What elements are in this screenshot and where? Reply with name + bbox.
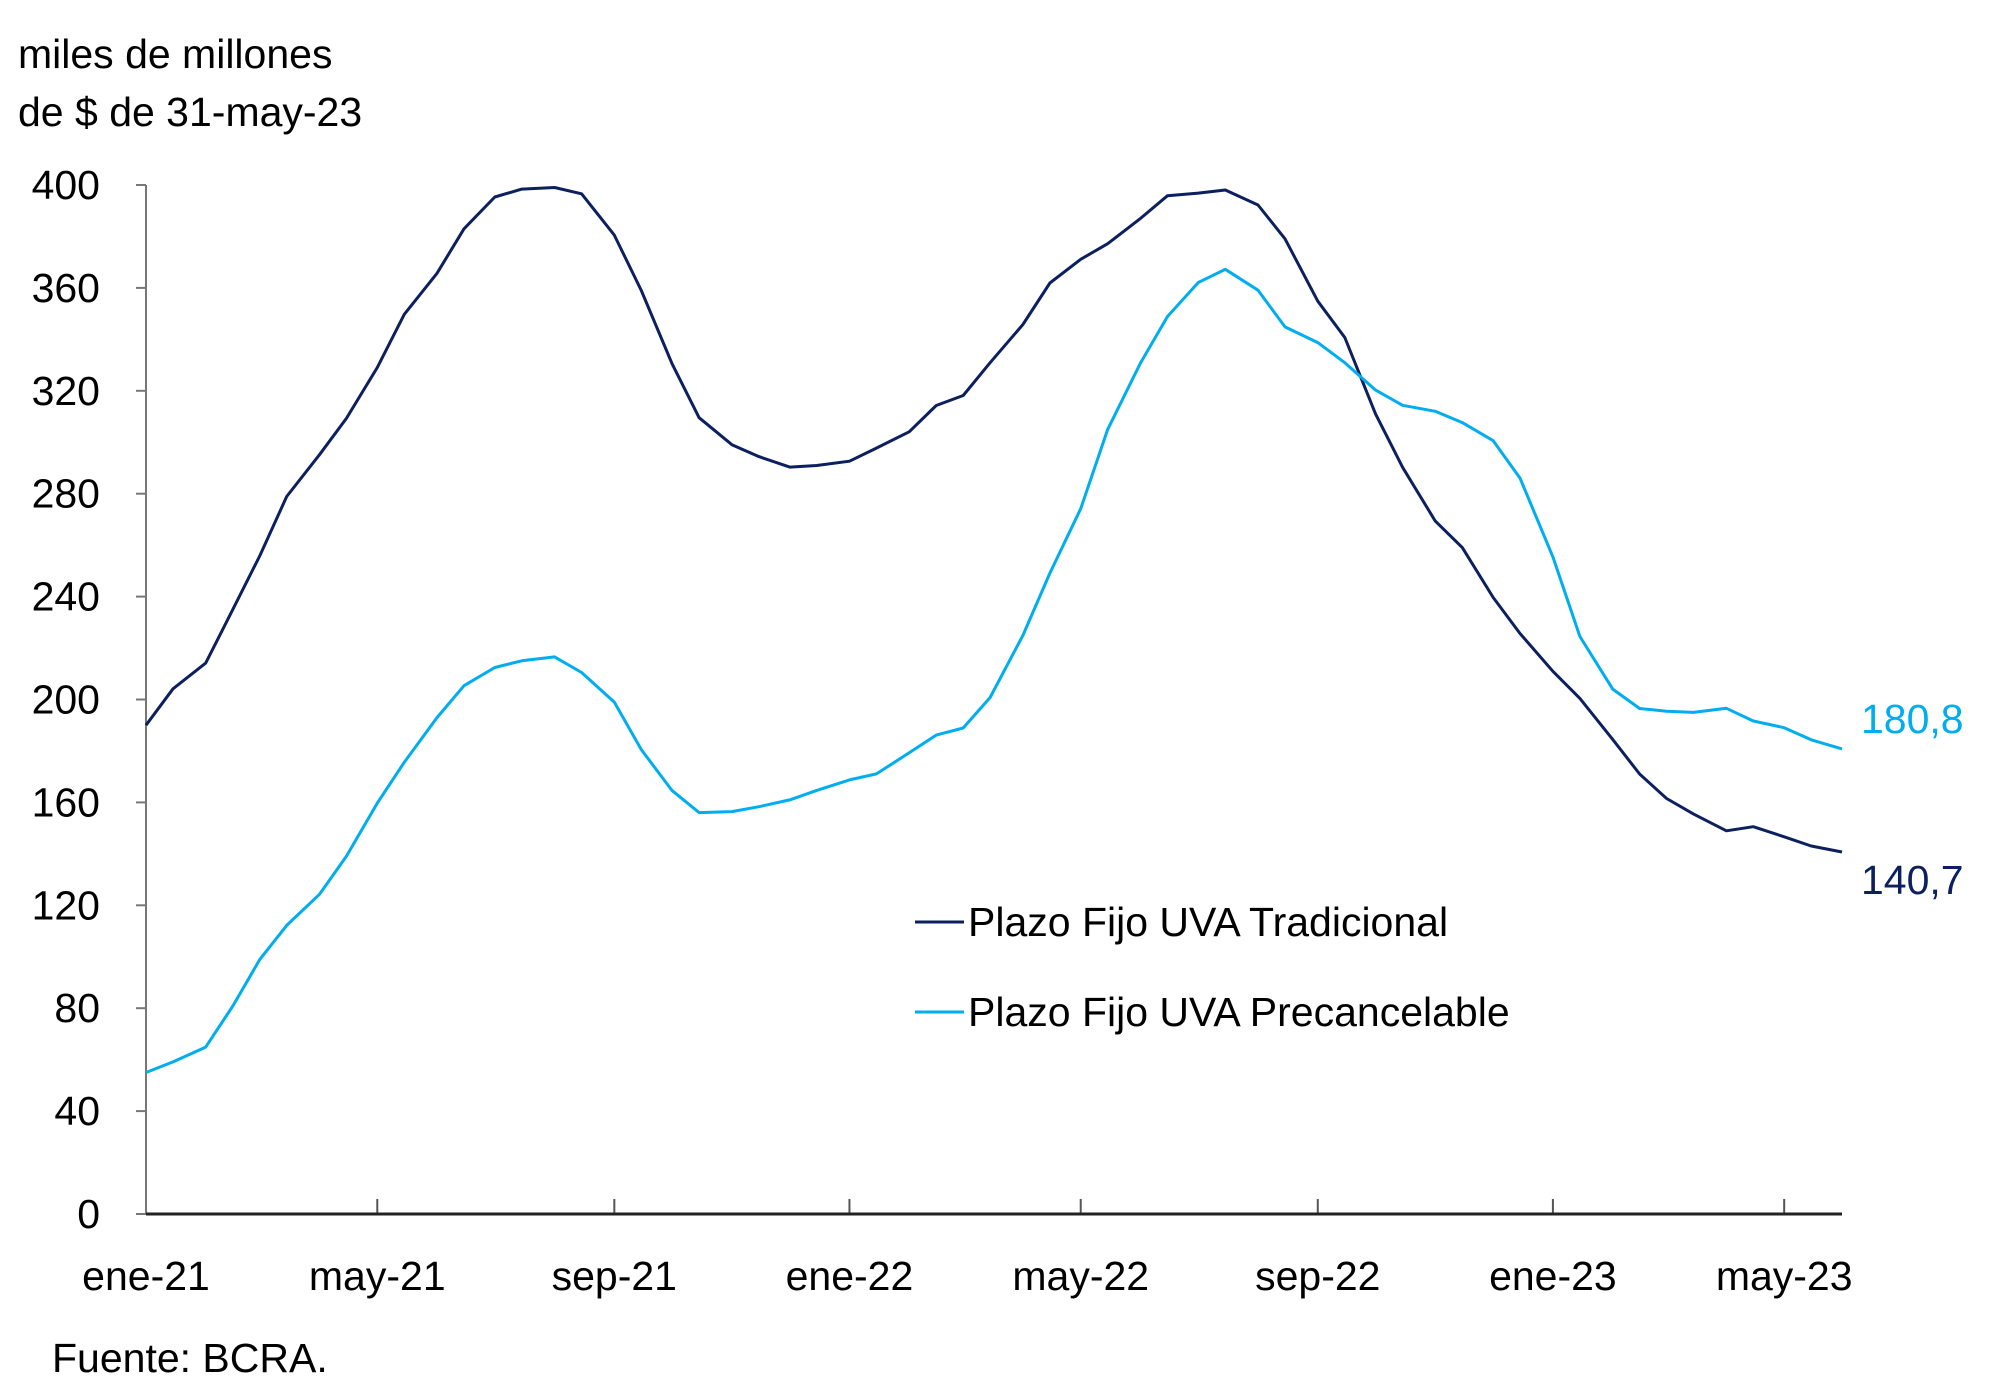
y-tick-label: 40 [54, 1088, 100, 1134]
x-tick-label: sep-21 [552, 1253, 677, 1299]
legend-label: Plazo Fijo UVA Tradicional [968, 899, 1448, 945]
y-tick-label: 200 [32, 677, 100, 723]
y-axis-unit-line-1: miles de millones [18, 31, 332, 77]
source-note: Fuente: BCRA. [52, 1335, 328, 1381]
x-tick-label: sep-22 [1255, 1253, 1380, 1299]
legend-label: Plazo Fijo UVA Precancelable [968, 989, 1510, 1035]
y-axis-unit-line-2: de $ de 31-may-23 [18, 89, 362, 135]
y-tick-label: 80 [54, 985, 100, 1031]
y-tick-label: 160 [32, 779, 100, 825]
x-tick-label: may-23 [1716, 1253, 1853, 1299]
x-tick-label: may-22 [1012, 1253, 1149, 1299]
y-tick-label: 120 [32, 882, 100, 928]
y-tick-label: 240 [32, 574, 100, 620]
x-tick-label: ene-23 [1489, 1253, 1617, 1299]
x-tick-label: ene-22 [786, 1253, 914, 1299]
y-tick-label: 400 [32, 162, 100, 208]
end-value-label: 180,8 [1861, 696, 1964, 742]
series-line-1 [145, 267, 1843, 1074]
y-tick-label: 0 [77, 1191, 100, 1237]
end-value-label: 140,7 [1861, 857, 1964, 903]
x-tick-label: ene-21 [82, 1253, 210, 1299]
y-tick-label: 280 [32, 471, 100, 517]
y-tick-label: 360 [32, 265, 100, 311]
y-tick-label: 320 [32, 368, 100, 414]
series-line-0 [144, 186, 1843, 854]
x-tick-label: may-21 [309, 1253, 446, 1299]
